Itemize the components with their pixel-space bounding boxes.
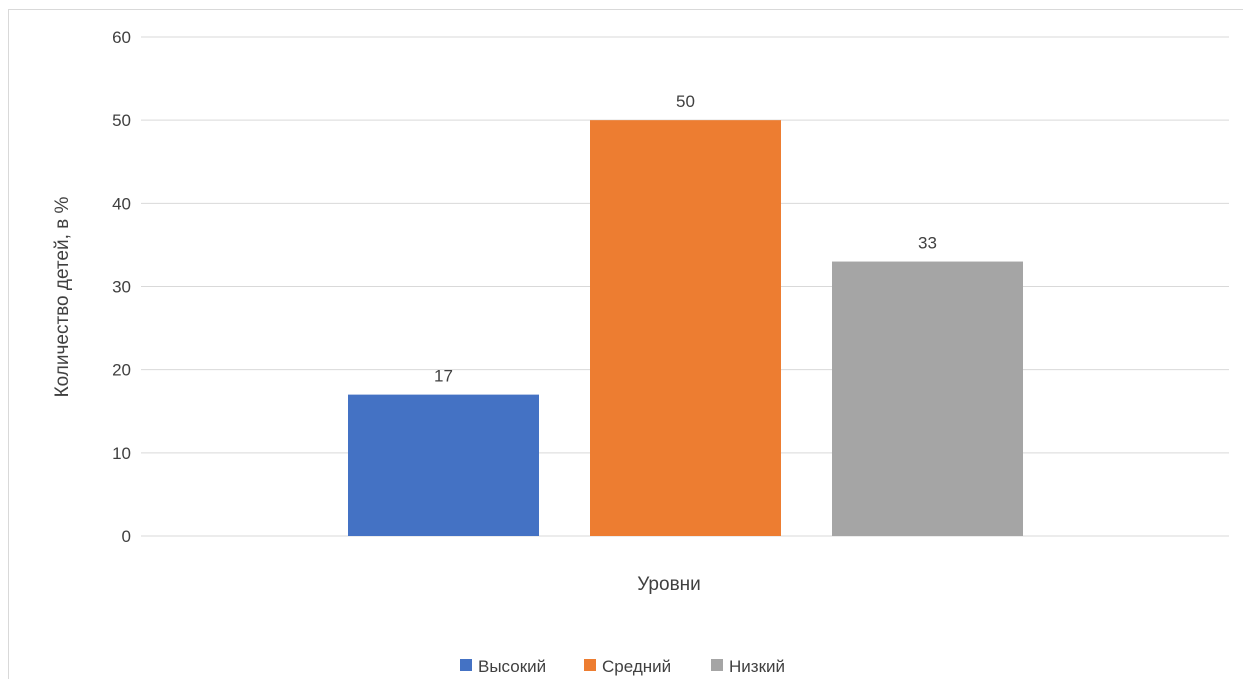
bar-3 xyxy=(832,261,1023,536)
data-labels: 17 50 33 xyxy=(434,92,937,385)
bar-chart: 0 10 20 30 40 50 60 17 50 33 Количество детей, в… xyxy=(52,28,1229,676)
data-label: 33 xyxy=(918,234,937,253)
chart-area: 0 10 20 30 40 50 60 17 50 33 Количество детей, в… xyxy=(8,9,1243,679)
bar-1 xyxy=(348,394,539,536)
y-tick-label: 30 xyxy=(112,278,131,297)
x-axis-title: Уровни xyxy=(637,574,701,595)
y-tick-label: 10 xyxy=(112,444,131,463)
y-tick-label: 20 xyxy=(112,361,131,380)
y-tick-labels: 0 10 20 30 40 50 60 xyxy=(112,28,131,546)
legend-label: Низкий xyxy=(729,657,785,676)
y-tick-label: 40 xyxy=(112,194,131,213)
data-label: 17 xyxy=(434,367,453,386)
bar-2 xyxy=(590,120,781,537)
bars xyxy=(348,120,1023,537)
legend-label: Высокий xyxy=(478,657,546,676)
legend-item: Низкий xyxy=(711,657,785,676)
legend: Высокий Средний Низкий xyxy=(460,657,785,676)
legend-swatch xyxy=(711,659,723,671)
legend-item: Средний xyxy=(584,657,671,676)
y-axis-title: Количество детей, в % xyxy=(52,196,73,397)
data-label: 50 xyxy=(676,92,695,111)
legend-swatch xyxy=(584,659,596,671)
legend-item: Высокий xyxy=(460,657,546,676)
y-tick-label: 50 xyxy=(112,111,131,130)
legend-label: Средний xyxy=(602,657,671,676)
legend-swatch xyxy=(460,659,472,671)
y-tick-label: 0 xyxy=(122,527,131,546)
y-tick-label: 60 xyxy=(112,28,131,47)
